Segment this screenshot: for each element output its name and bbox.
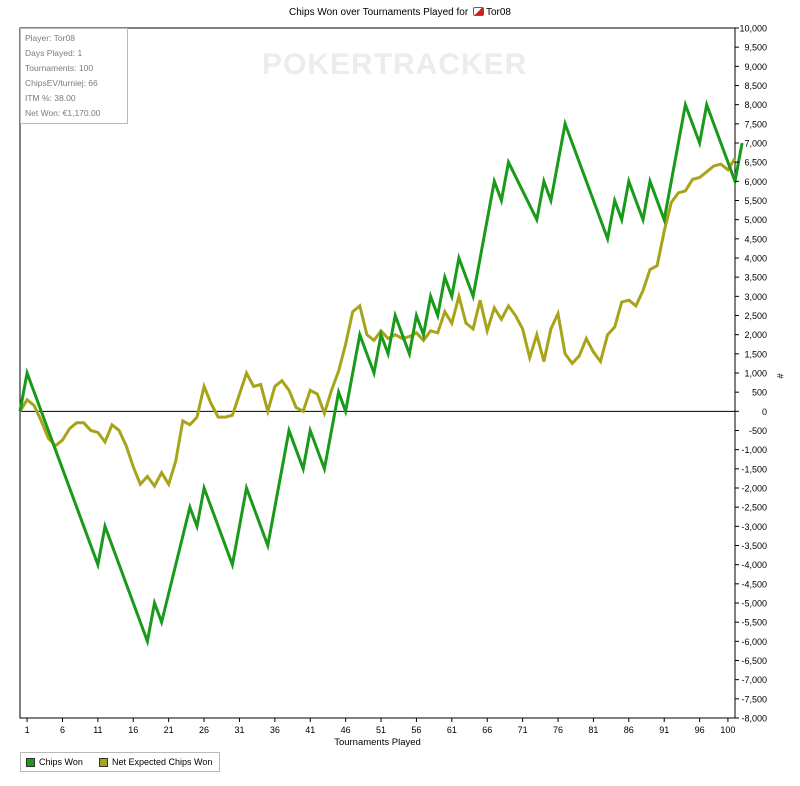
x-tick-label: 1 — [25, 725, 30, 735]
y-tick-label: -4,500 — [741, 579, 767, 589]
legend-swatch-net-expected — [99, 757, 108, 767]
y-tick-label: -8,000 — [741, 714, 767, 724]
y-tick-label: -2,000 — [741, 484, 767, 494]
x-tick-label: 86 — [624, 725, 634, 735]
y-tick-label: -7,000 — [741, 675, 767, 685]
y-tick-label: 1,500 — [744, 349, 767, 359]
y-tick-label: -3,000 — [741, 522, 767, 532]
y-tick-label: -6,000 — [741, 637, 767, 647]
x-tick-label: 21 — [164, 725, 174, 735]
y-tick-label: 2,000 — [744, 330, 767, 340]
y-tick-label: 8,000 — [744, 100, 767, 110]
y-tick-label: 1,000 — [744, 369, 767, 379]
y-tick-label: 2,500 — [744, 311, 767, 321]
x-tick-label: 56 — [411, 725, 421, 735]
y-tick-label: 4,500 — [744, 234, 767, 244]
y-tick-label: 9,000 — [744, 62, 767, 72]
y-tick-label: 4,000 — [744, 254, 767, 264]
x-tick-label: 11 — [93, 725, 102, 735]
stats-box: Player: Tor08 Days Played: 1 Tournaments: … — [20, 28, 128, 124]
y-tick-label: 5,000 — [744, 215, 767, 225]
y-tick-label: -7,500 — [741, 694, 767, 704]
y-tick-label: -3,500 — [741, 541, 767, 551]
y-tick-label: -4,000 — [741, 560, 767, 570]
legend: Chips Won Net Expected Chips Won — [20, 752, 220, 772]
x-tick-label: 6 — [60, 725, 65, 735]
flag-icon — [472, 7, 484, 16]
y-tick-label: 3,500 — [744, 273, 767, 283]
y-tick-label: 7,500 — [744, 119, 767, 129]
legend-item-net-expected: Net Expected Chips Won — [99, 757, 212, 767]
x-tick-label: 91 — [659, 725, 669, 735]
stats-line: Tournaments: 100 — [25, 63, 94, 73]
y-tick-label: 3,000 — [744, 292, 767, 302]
x-tick-label: 51 — [376, 725, 386, 735]
stats-line: Player: Tor08 — [25, 33, 75, 43]
legend-item-chips-won: Chips Won — [26, 757, 83, 767]
x-tick-label: 61 — [447, 725, 457, 735]
chart-title: Chips Won over Tournaments Played for To… — [289, 7, 511, 18]
legend-swatch-chips-won — [26, 757, 35, 767]
x-axis-label: Tournaments Played — [334, 737, 421, 748]
y-tick-label: 7,000 — [744, 139, 767, 149]
plot-frame — [19, 27, 736, 719]
y-tick-label: -6,500 — [741, 656, 767, 666]
stats-line: ITM %: 38.00 — [25, 93, 76, 103]
x-tick-label: 66 — [482, 725, 492, 735]
x-tick-label: 41 — [305, 725, 315, 735]
x-tick-label: 36 — [270, 725, 280, 735]
x-tick-label: 71 — [518, 725, 528, 735]
stats-line: Days Played: 1 — [25, 48, 83, 58]
watermark-logo: POKERTRACKER — [262, 48, 528, 81]
y-tick-label: 8,500 — [744, 81, 767, 91]
y-tick-label: -5,000 — [741, 599, 767, 609]
y-tick-label: -1,000 — [741, 445, 767, 455]
x-tick-label: 31 — [234, 725, 244, 735]
y-tick-label: 500 — [752, 388, 767, 398]
y-tick-label: -1,500 — [741, 464, 767, 474]
series-line-net-expected — [18, 157, 737, 489]
y-tick-label: -500 — [749, 426, 767, 436]
stats-line: ChipsEV/turniej: 66 — [25, 78, 98, 88]
y-tick-label: 6,000 — [744, 177, 767, 187]
legend-label-net-expected: Net Expected Chips Won — [112, 757, 213, 767]
x-tick-label: 100 — [720, 725, 735, 735]
y-tick-label: 0 — [762, 407, 767, 417]
x-tick-label: 46 — [341, 725, 351, 735]
x-tick-label: 16 — [128, 725, 138, 735]
x-tick-label: 76 — [553, 725, 563, 735]
legend-label-chips-won: Chips Won — [39, 757, 83, 767]
y-tick-label: 6,500 — [744, 158, 767, 168]
y-tick-label: -5,500 — [741, 618, 767, 628]
series-line-chips-won — [18, 99, 744, 647]
x-tick-label: 26 — [199, 725, 209, 735]
y-tick-label: 9,500 — [744, 43, 767, 53]
stats-line: Net Won: €1,170.00 — [25, 108, 101, 118]
y-tick-label: 10,000 — [739, 24, 767, 34]
y-axis-label: # — [775, 373, 785, 378]
y-tick-label: 5,500 — [744, 196, 767, 206]
x-tick-label: 81 — [588, 725, 598, 735]
x-tick-label: 96 — [695, 725, 705, 735]
y-tick-label: -2,500 — [741, 503, 767, 513]
